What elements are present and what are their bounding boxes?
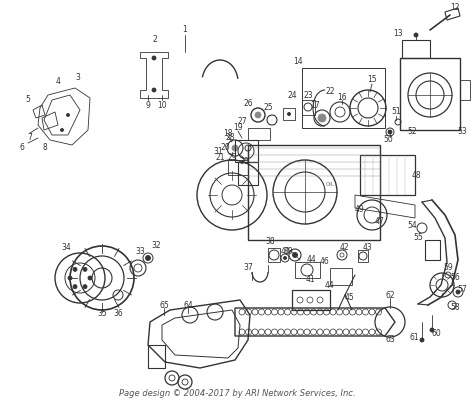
Text: 53: 53 [457,128,467,136]
Text: 44: 44 [307,255,317,265]
Text: 28: 28 [225,134,235,142]
Text: 55: 55 [413,233,423,243]
Text: 18: 18 [223,128,233,138]
Circle shape [152,56,156,60]
Text: 50: 50 [383,136,393,144]
Text: 8: 8 [43,144,47,152]
Text: 56: 56 [450,273,460,282]
Text: 16: 16 [337,93,347,103]
Text: 23: 23 [303,91,313,99]
Text: 64: 64 [183,300,193,310]
Text: 12: 12 [450,4,460,12]
Text: 63: 63 [385,336,395,344]
Text: 62: 62 [385,290,395,300]
Text: 49: 49 [355,205,365,215]
Circle shape [83,267,87,271]
Text: 47: 47 [375,217,385,227]
Text: 34: 34 [61,243,71,253]
Circle shape [388,130,392,134]
Text: 60: 60 [431,328,441,338]
Text: 15: 15 [367,75,377,85]
Text: 25: 25 [263,103,273,113]
Text: 29: 29 [227,154,237,162]
Text: 54: 54 [407,221,417,229]
Text: 5: 5 [26,95,30,105]
Text: 21: 21 [215,154,225,162]
Text: 33: 33 [135,247,145,257]
Circle shape [288,113,291,115]
Text: 61: 61 [409,334,419,342]
Circle shape [88,276,92,280]
Circle shape [292,253,298,257]
Text: 36: 36 [113,308,123,318]
Text: 35: 35 [97,308,107,318]
Text: 52: 52 [407,128,417,136]
Text: 48: 48 [411,170,421,180]
Text: 26: 26 [243,99,253,109]
Text: 41: 41 [305,275,315,284]
Text: 3: 3 [75,73,81,83]
Text: 44: 44 [325,281,335,290]
Circle shape [420,338,424,342]
Text: 24: 24 [287,91,297,101]
Text: 14: 14 [293,57,303,67]
Circle shape [73,267,77,271]
Circle shape [430,328,434,332]
Circle shape [152,88,156,92]
Text: OIL: OIL [326,182,335,188]
Text: 65: 65 [159,300,169,310]
Text: 59: 59 [443,263,453,273]
Text: 37: 37 [243,263,253,273]
Text: 7: 7 [27,134,32,142]
Text: 42: 42 [339,243,349,253]
Text: 46: 46 [320,257,330,267]
Text: 43: 43 [363,243,373,253]
Text: 39: 39 [283,247,293,257]
Circle shape [232,145,238,151]
Text: 13: 13 [393,30,403,38]
Text: 1: 1 [182,26,187,34]
Text: 19: 19 [233,124,243,132]
Text: 17: 17 [310,101,320,109]
Text: 30: 30 [239,158,249,166]
Circle shape [283,257,286,259]
Text: 4: 4 [55,77,61,87]
Text: 57: 57 [457,286,467,294]
Circle shape [66,113,70,117]
Circle shape [83,285,87,289]
Text: Page design © 2004-2017 by ARI Network Services, Inc.: Page design © 2004-2017 by ARI Network S… [119,389,355,399]
Text: 22: 22 [325,87,335,97]
Circle shape [73,285,77,289]
Text: 31: 31 [213,148,223,156]
Circle shape [414,33,418,37]
Text: 58: 58 [450,304,460,312]
Text: 38: 38 [265,237,275,247]
Text: 51: 51 [391,107,401,117]
Text: 9: 9 [146,101,150,109]
Text: 6: 6 [19,144,25,152]
Text: 32: 32 [151,241,161,249]
Text: 10: 10 [157,101,167,109]
Text: 40: 40 [281,247,291,257]
Circle shape [318,114,326,122]
Circle shape [61,128,64,132]
Text: 2: 2 [153,36,157,45]
Text: 20: 20 [220,144,230,152]
Circle shape [255,112,261,118]
Circle shape [146,255,151,261]
Circle shape [68,276,72,280]
Circle shape [456,290,460,294]
Text: 27: 27 [237,117,247,126]
Text: 45: 45 [345,294,355,302]
